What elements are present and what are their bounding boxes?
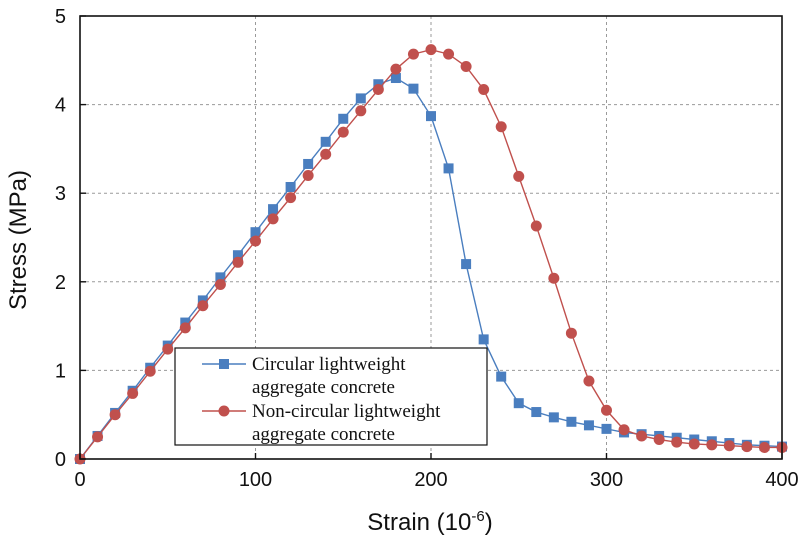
data-point-circle xyxy=(250,235,261,247)
data-point-circle xyxy=(565,327,577,339)
x-tick-label: 200 xyxy=(414,469,447,491)
data-point-square xyxy=(285,181,296,192)
x-tick-label: 100 xyxy=(239,469,272,491)
data-point-square xyxy=(338,113,349,124)
axis-ticks: 0 100 200 300 400 0 1 2 3 4 5 xyxy=(55,6,799,491)
x-tick-label: 300 xyxy=(590,469,623,491)
data-point-circle xyxy=(636,430,648,442)
data-point-circle xyxy=(320,148,332,160)
data-point-circle xyxy=(706,439,718,451)
data-point-circle xyxy=(460,61,472,73)
y-tick-label: 0 xyxy=(55,449,66,471)
data-point-circle xyxy=(601,404,612,416)
series-layer xyxy=(74,44,788,465)
data-point-circle xyxy=(109,409,121,421)
data-point-square xyxy=(443,163,454,174)
data-point-circle xyxy=(267,213,279,225)
data-point-square xyxy=(320,136,331,147)
data-point-square xyxy=(426,111,436,122)
x-axis-title-close: ) xyxy=(485,509,493,536)
data-point-circle xyxy=(443,48,455,60)
legend-label-circular-line2: aggregate concrete xyxy=(252,377,395,398)
series-non-circular xyxy=(74,44,788,465)
data-point-circle xyxy=(583,375,595,387)
data-point-square xyxy=(390,73,401,84)
data-point-square xyxy=(232,250,243,261)
legend-label-noncircular-line2: aggregate concrete xyxy=(252,424,395,445)
x-tick-label: 400 xyxy=(765,469,798,491)
data-point-circle xyxy=(478,84,490,96)
x-axis-title-superscript: -6 xyxy=(471,508,484,525)
data-point-circle xyxy=(618,424,630,436)
data-point-circle xyxy=(337,126,349,138)
data-point-square xyxy=(408,83,419,94)
data-point-square xyxy=(548,412,559,423)
data-point-square xyxy=(531,407,542,418)
x-tick-label: 0 xyxy=(74,469,85,491)
y-tick-label: 3 xyxy=(55,183,66,205)
data-point-circle xyxy=(92,431,104,443)
data-point-circle xyxy=(758,441,770,453)
legend: Circular lightweight aggregate concrete … xyxy=(174,347,488,446)
x-axis-title: Strain (10-6) xyxy=(367,508,492,536)
data-point-circle xyxy=(285,192,297,204)
data-point-square xyxy=(583,420,594,431)
data-point-circle xyxy=(214,278,226,290)
data-point-circle xyxy=(162,343,174,355)
data-point-circle xyxy=(302,169,314,181)
data-point-square xyxy=(461,259,472,270)
data-point-circle xyxy=(653,434,665,446)
data-point-square xyxy=(496,371,507,382)
data-point-square xyxy=(355,93,366,104)
data-point-circle xyxy=(355,105,367,117)
data-point-circle xyxy=(495,121,507,133)
data-point-circle xyxy=(197,300,209,312)
data-point-circle xyxy=(741,441,753,453)
y-tick-label: 1 xyxy=(55,360,66,382)
y-tick-label: 4 xyxy=(55,95,66,117)
data-point-square xyxy=(601,423,612,434)
data-point-circle xyxy=(232,256,244,268)
data-point-square xyxy=(478,334,489,345)
legend-label-noncircular-line1: Non-circular lightweight xyxy=(252,401,441,422)
data-point-circle xyxy=(407,48,419,60)
data-point-circle xyxy=(390,63,402,75)
data-point-square xyxy=(303,158,314,169)
data-point-circle xyxy=(372,84,384,96)
data-point-circle xyxy=(671,436,683,448)
data-point-circle xyxy=(425,44,437,56)
legend-marker-noncircular xyxy=(218,405,230,417)
data-point-circle xyxy=(513,170,525,182)
data-point-square xyxy=(215,272,226,283)
x-axis-title-main: Strain (10 xyxy=(367,509,471,536)
legend-marker-circular xyxy=(219,359,229,369)
data-point-circle xyxy=(723,440,735,452)
data-point-circle xyxy=(688,438,700,450)
data-point-circle xyxy=(179,322,191,334)
data-point-square xyxy=(566,416,577,427)
legend-label-circular-line1: Circular lightweight xyxy=(252,354,406,375)
y-tick-label: 5 xyxy=(55,6,66,28)
y-tick-label: 2 xyxy=(55,272,66,294)
data-point-circle xyxy=(548,272,560,284)
data-point-square xyxy=(268,204,279,215)
data-point-circle xyxy=(530,220,542,232)
data-point-square xyxy=(250,227,261,238)
y-axis-title: Stress (MPa) xyxy=(5,170,32,310)
data-point-circle xyxy=(144,365,156,377)
data-point-square xyxy=(513,398,524,409)
data-point-circle xyxy=(127,387,139,399)
